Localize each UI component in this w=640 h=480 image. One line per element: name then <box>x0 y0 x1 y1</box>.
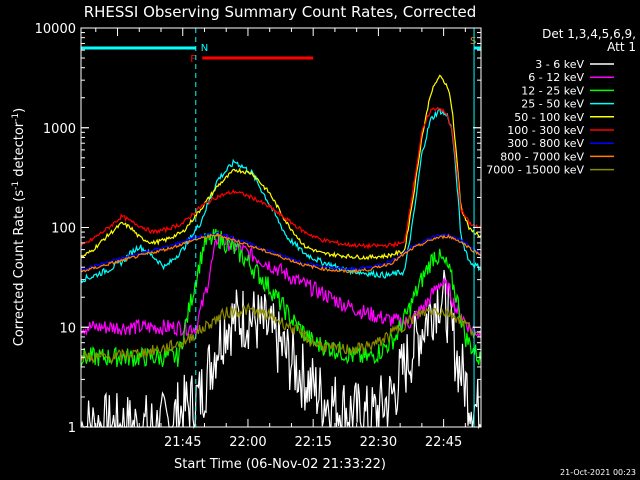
legend-entry-label: 7000 - 15000 keV <box>486 164 584 177</box>
y-axis-label-exponent-1: -1 <box>11 181 21 190</box>
y-axis: 1 10 100 1000 10000 <box>35 22 481 436</box>
y-tick-label: 100 <box>51 222 76 237</box>
x-axis-label: Start Time (06-Nov-02 21:33:22) <box>174 457 386 472</box>
x-tick-label: 22:30 <box>360 435 397 450</box>
legend-entry-label: 50 - 100 keV <box>514 111 584 124</box>
x-tick-label: 22:15 <box>294 435 331 450</box>
y-axis-label-end: ) <box>12 108 27 113</box>
legend-entry-label: 6 - 12 keV <box>528 71 584 84</box>
flag-n-label: N <box>201 43 208 54</box>
legend-header-detectors: Det 1,3,4,5,6,9, <box>542 27 636 41</box>
legend-entry-label: 25 - 50 keV <box>521 98 584 111</box>
y-tick-label: 1 <box>68 421 76 436</box>
series-line-2 <box>80 228 482 368</box>
series-line-7 <box>80 232 482 274</box>
series-line-5 <box>80 106 482 250</box>
y-axis-label-exponent-2: -1 <box>11 113 21 122</box>
chart-title: RHESSI Observing Summary Count Rates, Co… <box>84 3 477 21</box>
legend-entry-label: 300 - 800 keV <box>507 137 584 150</box>
y-tick-label: 1000 <box>43 122 76 137</box>
y-axis-label: Corrected Count Rate (s-1 detector-1) <box>11 108 27 346</box>
footer-timestamp: 21-Oct-2021 00:23 <box>560 468 636 477</box>
flag-s-label: S <box>470 36 476 47</box>
x-tick-label: 22:45 <box>425 435 462 450</box>
legend-entry-label: 100 - 300 keV <box>507 124 584 137</box>
flag-f-label: F <box>190 54 196 65</box>
series-line-8 <box>80 302 482 365</box>
y-tick-label: 10 <box>59 321 76 336</box>
y-axis-label-main: Corrected Count Rate (s <box>12 190 27 347</box>
legend-header-attenuator: Att 1 <box>607 40 636 54</box>
legend-entry-label: 3 - 6 keV <box>535 58 584 71</box>
y-axis-label-middle: detector <box>12 121 27 181</box>
x-tick-label: 22:00 <box>229 435 266 450</box>
y-tick-label: 10000 <box>35 22 76 37</box>
series-line-6 <box>80 231 482 271</box>
series-line-1 <box>81 234 482 340</box>
x-axis: 21:45 22:00 22:15 22:30 22:45 <box>95 28 466 450</box>
legend-entry-label: 12 - 25 keV <box>521 84 584 97</box>
legend-entry-label: 800 - 7000 keV <box>500 150 584 163</box>
x-tick-label: 21:45 <box>164 435 201 450</box>
